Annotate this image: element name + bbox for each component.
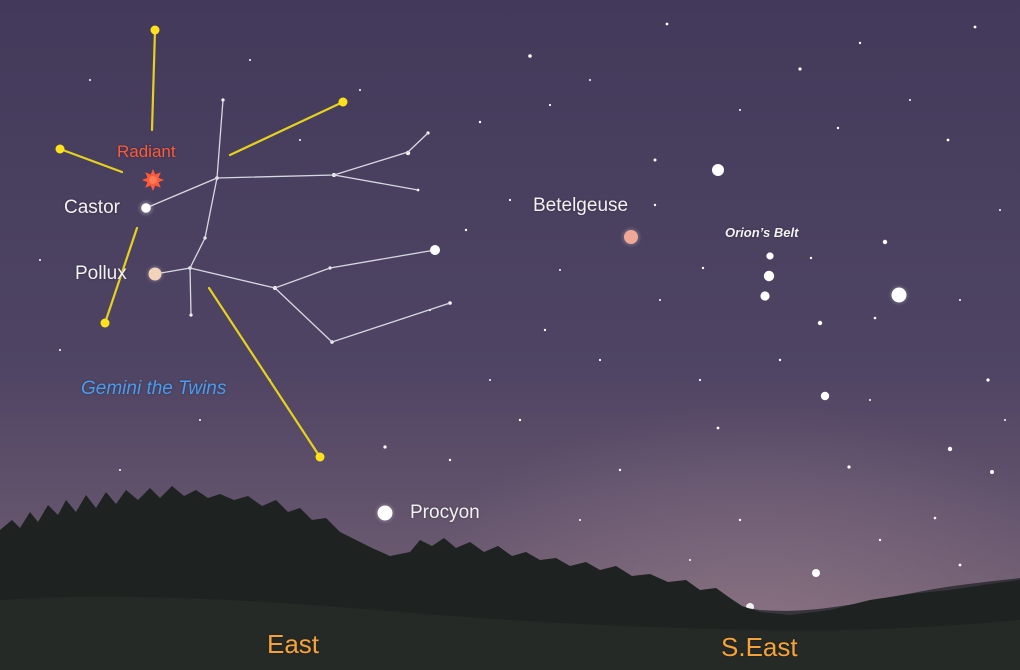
- field-star: [589, 79, 591, 81]
- southeast-direction-label: S.East: [721, 632, 798, 662]
- foreground-ground: [0, 596, 1020, 670]
- orions-belt-label: Orion’s Belt: [725, 225, 799, 240]
- field-star: [249, 59, 251, 61]
- field-star: [618, 468, 622, 472]
- field-star: [665, 22, 669, 26]
- field-star: [817, 320, 823, 326]
- field-star: [653, 203, 657, 207]
- field-star: [659, 299, 661, 301]
- field-star: [559, 269, 561, 271]
- field-star: [543, 328, 547, 332]
- orion-belt-star: [763, 270, 775, 282]
- field-star: [653, 158, 657, 162]
- sirius-star: [812, 569, 820, 577]
- radiant-burst-icon: [142, 169, 164, 191]
- alhena-star: [430, 245, 440, 255]
- field-star: [701, 266, 705, 270]
- procyon-label: Procyon: [410, 502, 480, 523]
- field-star: [528, 54, 532, 58]
- east-direction-label: East: [267, 629, 320, 659]
- field-star: [299, 139, 301, 141]
- castor-star: [141, 203, 151, 213]
- meteor-dot-icon: [315, 452, 325, 462]
- field-star: [689, 559, 691, 561]
- field-star: [959, 299, 961, 301]
- pollux-label: Pollux: [75, 263, 127, 284]
- field-star: [59, 349, 61, 351]
- meteor-trails: [58, 28, 345, 459]
- field-star: [738, 518, 742, 522]
- field-star: [882, 239, 888, 245]
- field-star: [778, 358, 782, 362]
- field-star: [518, 418, 522, 422]
- field-star: [119, 469, 121, 471]
- field-star: [359, 89, 361, 91]
- field-star: [478, 120, 482, 124]
- gemini-label: Gemini the Twins: [81, 378, 227, 399]
- field-star: [698, 378, 702, 382]
- field-star: [1004, 419, 1006, 421]
- field-star: [89, 79, 91, 81]
- field-star: [878, 538, 882, 542]
- meteor-dot-icon: [150, 25, 160, 35]
- field-star: [798, 67, 802, 71]
- field-star: [716, 426, 720, 430]
- field-star: [933, 516, 937, 520]
- field-star: [809, 256, 813, 260]
- meteor-heads: [55, 25, 348, 462]
- field-star: [548, 103, 552, 107]
- betelgeuse-label: Betelgeuse: [533, 195, 629, 216]
- field-star: [958, 563, 962, 567]
- pollux-star: [148, 267, 162, 281]
- field-star: [947, 446, 953, 452]
- betelgeuse-star: [624, 230, 638, 244]
- meteor-dot-icon: [55, 144, 65, 154]
- field-star: [739, 109, 741, 111]
- field-star: [489, 379, 491, 381]
- gemini-constellation-lines: [145, 99, 451, 343]
- field-star: [598, 358, 602, 362]
- field-star: [909, 99, 911, 101]
- radiant-label: Radiant: [117, 142, 176, 161]
- orion-belt-star: [766, 252, 774, 260]
- meteor-dot-icon: [100, 318, 110, 328]
- field-star: [464, 228, 468, 232]
- field-star: [448, 458, 452, 462]
- field-star: [946, 138, 950, 142]
- field-star: [973, 25, 977, 29]
- field-star: [39, 259, 41, 261]
- bright-stars: [137, 164, 910, 611]
- saiph-star: [820, 391, 830, 401]
- bellatrix-star: [712, 164, 724, 176]
- field-star: [836, 126, 840, 130]
- rigel-star: [891, 287, 907, 303]
- field-star: [579, 519, 581, 521]
- field-star: [199, 419, 201, 421]
- field-star: [990, 470, 994, 474]
- field-star: [847, 465, 851, 469]
- field-star: [999, 209, 1001, 211]
- meteor-dot-icon: [338, 97, 348, 107]
- procyon-star: [377, 505, 393, 521]
- field-star: [873, 316, 877, 320]
- castor-label: Castor: [64, 197, 120, 218]
- field-star: [869, 399, 871, 401]
- orion-belt-star: [760, 291, 770, 301]
- field-star: [508, 198, 512, 202]
- field-star: [858, 41, 862, 45]
- field-star: [986, 378, 990, 382]
- field-star: [383, 445, 387, 449]
